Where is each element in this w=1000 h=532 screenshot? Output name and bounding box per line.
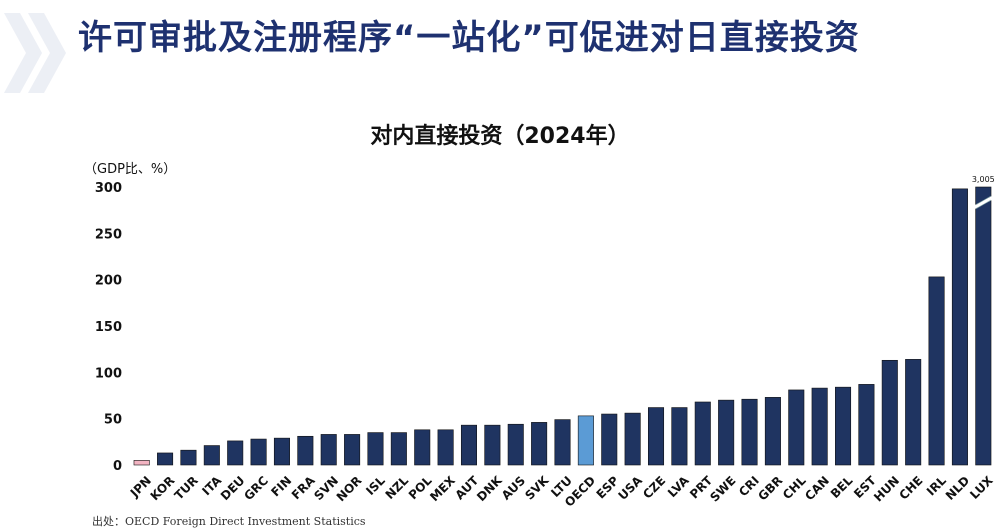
- bar-cze: [647, 407, 665, 466]
- bar-lux: [975, 186, 992, 466]
- y-tick-label: 0: [113, 459, 122, 474]
- axis-break-line: [975, 195, 992, 206]
- axis-break-mark: [974, 196, 993, 209]
- x-tick-label-deu: DEU: [218, 473, 248, 503]
- y-tick-label: 250: [95, 227, 122, 242]
- bar-grc: [250, 438, 267, 466]
- x-tick-label-dnk: DNK: [474, 473, 505, 504]
- axis-break-line: [975, 199, 992, 210]
- x-tick-label-aus: AUS: [499, 473, 528, 502]
- bar-isl: [367, 432, 384, 466]
- x-tick-label-esp: ESP: [594, 473, 622, 501]
- bar-deu: [227, 440, 244, 466]
- chart-title: 对内直接投资（2024年）: [370, 124, 630, 149]
- bar-aus: [507, 423, 524, 466]
- bar-jpn: [133, 460, 150, 466]
- x-tick-label-can: CAN: [802, 473, 832, 503]
- bar-cri: [741, 398, 758, 466]
- x-tick-label-kor: KOR: [148, 473, 178, 503]
- x-tick-label-svn: SVN: [311, 473, 341, 503]
- bar-svn: [320, 434, 337, 466]
- x-tick-label-nld: NLD: [943, 473, 972, 502]
- bar-ita: [203, 445, 220, 466]
- bar-nzl: [390, 432, 407, 466]
- x-tick-label-tur: TUR: [172, 473, 201, 502]
- bar-svk: [531, 422, 548, 466]
- y-tick-label: 100: [95, 366, 122, 381]
- bar-irl: [928, 276, 945, 466]
- x-tick-label-grc: GRC: [241, 473, 271, 503]
- y-tick-label: 50: [104, 413, 122, 428]
- x-tick-label-nzl: NZL: [383, 473, 412, 502]
- chevron-decoration-icon: [4, 13, 66, 93]
- bar-chl: [788, 389, 805, 466]
- bar-che: [905, 359, 922, 466]
- x-tick-label-cze: CZE: [640, 473, 668, 501]
- y-axis-unit-label: （GDP比、%）: [84, 162, 177, 177]
- x-tick-label-nor: NOR: [334, 473, 365, 504]
- bar-esp: [601, 413, 618, 466]
- y-tick-label: 150: [95, 320, 122, 335]
- bar-gbr: [764, 397, 781, 466]
- bar-tur: [180, 449, 197, 466]
- x-tick-label-swe: SWE: [707, 473, 738, 504]
- bar-dnk: [484, 424, 501, 466]
- data-label-lux: 3,005: [972, 175, 995, 184]
- bar-pol: [414, 429, 431, 466]
- bar-nor: [344, 434, 361, 466]
- bar-kor: [157, 452, 174, 466]
- bar-fra: [297, 435, 314, 466]
- x-tick-label-bel: BEL: [828, 473, 856, 501]
- bar-swe: [718, 399, 735, 466]
- source-note: 出处：OECD Foreign Direct Investment Statis…: [92, 515, 366, 528]
- x-tick-label-fin: FIN: [268, 473, 294, 499]
- y-tick-label: 300: [95, 181, 122, 196]
- y-tick-label: 200: [95, 274, 122, 289]
- bar-lva: [671, 407, 688, 466]
- bar-usa: [624, 412, 641, 466]
- bar-aut: [460, 424, 478, 466]
- x-tick-label-hun: HUN: [871, 473, 902, 504]
- x-tick-label-gbr: GBR: [755, 473, 785, 503]
- x-tick-label-che: CHE: [896, 473, 925, 502]
- x-tick-label-svk: SVK: [522, 473, 552, 503]
- bar-est: [858, 384, 875, 466]
- bar-mex: [437, 429, 454, 466]
- bar-prt: [694, 401, 711, 466]
- x-tick-label-fra: FRA: [289, 473, 318, 502]
- bar-ltu: [554, 419, 571, 466]
- x-tick-label-chl: CHL: [780, 473, 809, 502]
- x-tick-label-lux: LUX: [967, 473, 996, 502]
- bar-fin: [273, 437, 290, 466]
- bar-oecd: [577, 415, 594, 466]
- bar-hun: [881, 359, 898, 466]
- x-tick-label-usa: USA: [615, 473, 645, 503]
- page-title: 许可审批及注册程序“一站化”可促进对日直接投资: [78, 18, 860, 58]
- bar-bel: [835, 386, 852, 466]
- bar-can: [811, 387, 828, 466]
- x-tick-label-mex: MEX: [427, 473, 458, 504]
- x-tick-label-lva: LVA: [665, 473, 692, 500]
- bar-nld: [951, 188, 968, 466]
